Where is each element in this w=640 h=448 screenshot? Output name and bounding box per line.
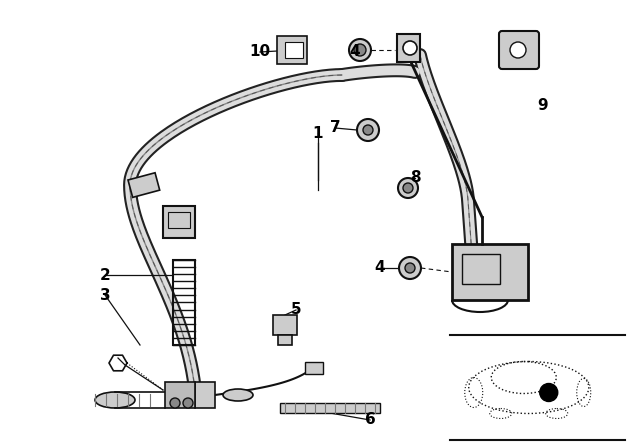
- Circle shape: [510, 42, 526, 58]
- Circle shape: [398, 178, 418, 198]
- Bar: [273, 315, 297, 335]
- Circle shape: [349, 39, 371, 61]
- Bar: [195, 382, 215, 408]
- Circle shape: [183, 398, 193, 408]
- Text: 5: 5: [291, 302, 301, 318]
- Bar: [280, 403, 380, 413]
- Text: 6: 6: [365, 413, 376, 427]
- Bar: [452, 244, 528, 300]
- Text: 4: 4: [349, 44, 360, 60]
- Ellipse shape: [95, 392, 135, 408]
- Bar: [128, 173, 160, 198]
- Bar: [163, 206, 195, 238]
- Circle shape: [363, 125, 373, 135]
- Text: 1: 1: [313, 125, 323, 141]
- Bar: [277, 36, 307, 64]
- FancyBboxPatch shape: [499, 31, 539, 69]
- Bar: [462, 254, 500, 284]
- Polygon shape: [397, 34, 420, 62]
- Text: 7: 7: [330, 121, 340, 135]
- Circle shape: [405, 263, 415, 273]
- Circle shape: [357, 119, 379, 141]
- Bar: [305, 362, 323, 374]
- Bar: [173, 260, 195, 345]
- Circle shape: [170, 398, 180, 408]
- Text: 10: 10: [250, 44, 271, 60]
- Circle shape: [354, 44, 366, 56]
- Bar: [165, 382, 195, 408]
- Text: 4: 4: [374, 260, 385, 276]
- Bar: [285, 42, 303, 58]
- Circle shape: [540, 383, 557, 401]
- Circle shape: [399, 257, 421, 279]
- Text: 2: 2: [100, 267, 110, 283]
- Bar: [278, 335, 292, 345]
- Circle shape: [403, 183, 413, 193]
- Ellipse shape: [223, 389, 253, 401]
- Text: 3: 3: [100, 288, 110, 302]
- Bar: [168, 212, 190, 228]
- Text: 9: 9: [538, 98, 548, 112]
- Circle shape: [403, 41, 417, 55]
- Text: 8: 8: [410, 171, 420, 185]
